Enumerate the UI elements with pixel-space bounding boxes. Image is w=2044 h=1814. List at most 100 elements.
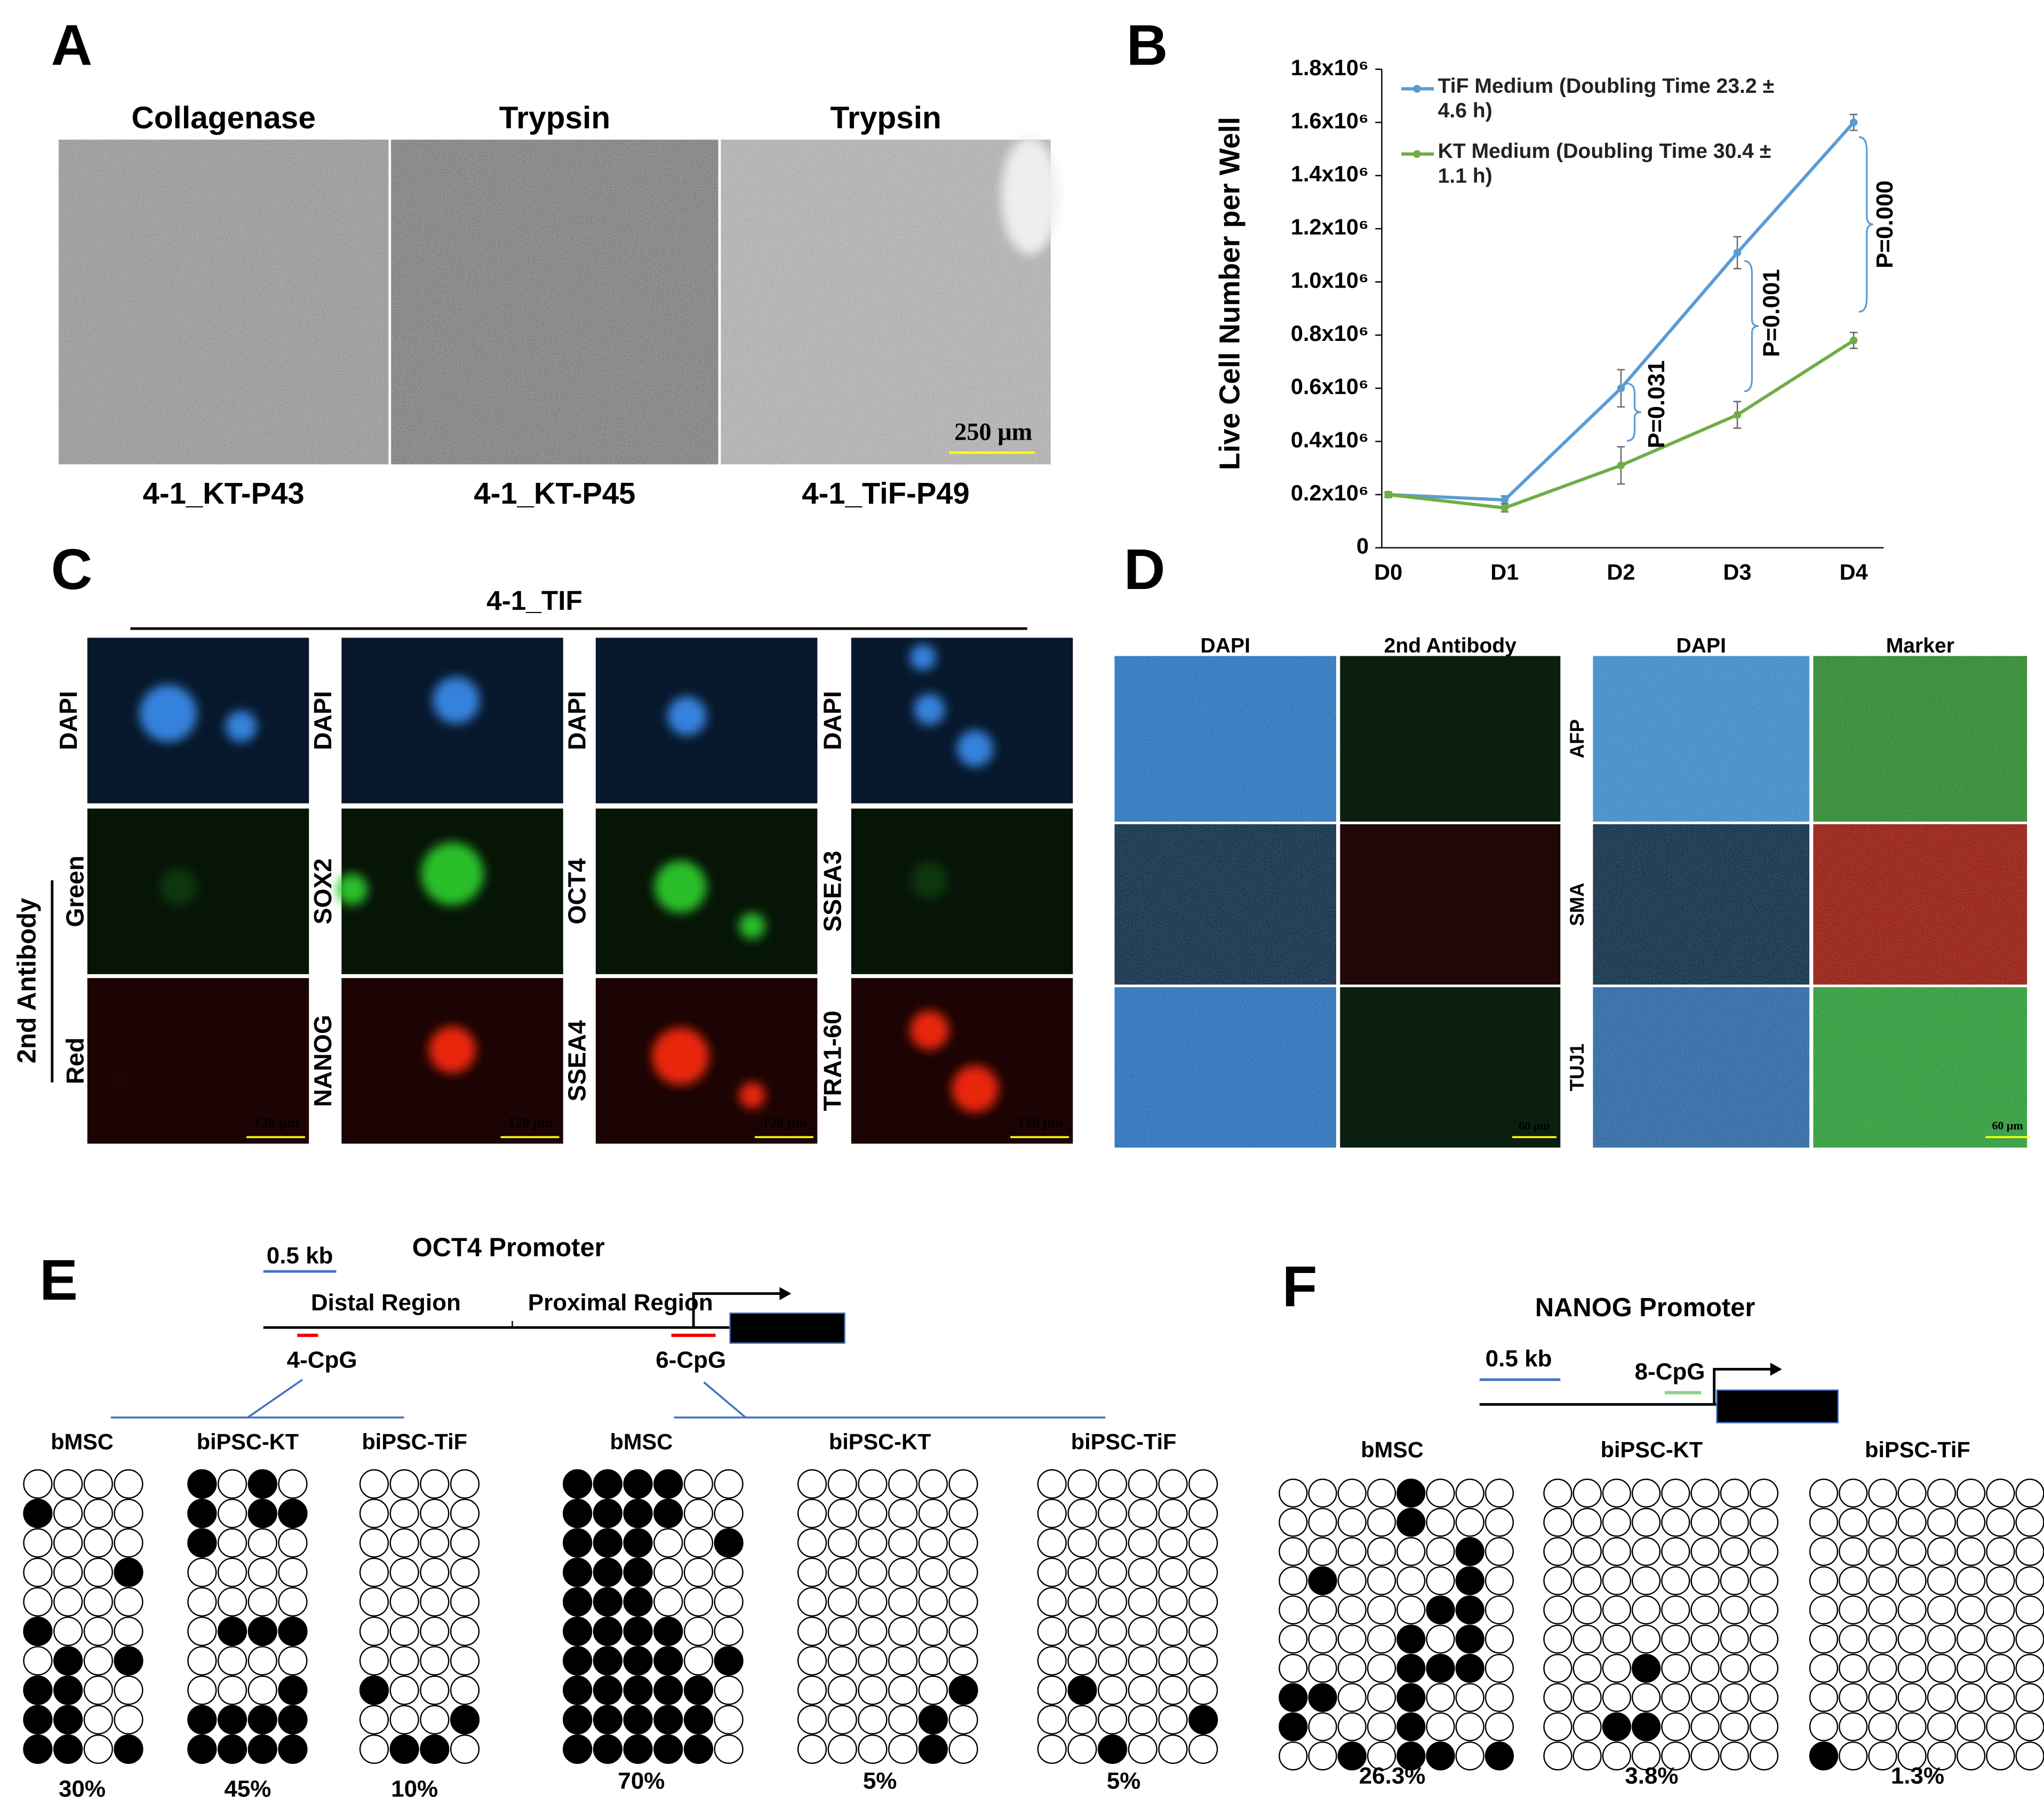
cpg-site [1602,1537,1632,1566]
cpg-site [623,1528,653,1558]
cpg-site [1097,1616,1128,1646]
cpg-site [563,1469,593,1499]
cpg-site [1188,1499,1218,1529]
fluorescent-cells [433,677,480,724]
cpg-site [278,1528,308,1558]
cpg-site [1067,1587,1097,1617]
cpg-site [888,1499,918,1529]
cpg-site [1455,1741,1484,1771]
cpg-site [217,1587,247,1617]
fluorescent-cells [654,861,707,913]
cpg-site [1188,1557,1218,1587]
cpg-site [114,1616,143,1646]
cpg-site [187,1646,217,1676]
cpg-site [1897,1595,1927,1625]
cpg-site [563,1528,593,1558]
cpg-site [1279,1653,1308,1683]
cpg-site [1337,1712,1367,1741]
cpg-site [858,1587,888,1617]
cpg-site [1602,1595,1632,1625]
fluorescent-cells [739,1082,765,1109]
cpg-site [918,1528,948,1558]
fluorescent-cells [667,696,707,736]
cpg-site [53,1469,83,1499]
cpg-site [1158,1646,1188,1676]
cpg-site [1897,1625,1927,1654]
cpg-site [797,1587,827,1617]
cpg-site [1839,1712,1868,1741]
cpg-site [1572,1566,1602,1595]
cpg-site [1128,1705,1157,1735]
panel-c-lines [51,627,1027,1083]
cpg-site [83,1705,113,1735]
cpg-site [389,1499,419,1529]
cpg-site [1037,1616,1067,1646]
cpg-site [714,1616,744,1646]
cpg-site [1279,1478,1308,1508]
cpg-site [1868,1741,1897,1771]
cpg-site [278,1557,308,1587]
methylation-percent: 10% [391,1776,438,1802]
cpg-site [247,1616,277,1646]
scale-bar-label: 60 μm [1519,1119,1550,1132]
cpg-site [623,1469,653,1499]
cpg-site [1067,1557,1097,1587]
cpg-site [1308,1478,1337,1508]
cpg-site [1986,1478,2015,1508]
cpg-site [1661,1478,1690,1508]
image-texture [1593,987,1810,1148]
cpg-site [1720,1625,1749,1654]
fluorescent-cells [909,1011,949,1050]
cpg-site [683,1528,714,1558]
cpg-site [1337,1595,1367,1625]
cpg-site [1957,1478,1986,1508]
cpg-site [2015,1741,2044,1771]
cpg-site [1484,1741,1514,1771]
cpg-site [2015,1625,2044,1654]
cpg-site [187,1734,217,1764]
cpg-site [948,1675,978,1705]
group-label: 2nd Antibody [13,898,42,1063]
legend-label: KT Medium (Doubling Time 30.4 ± 1.1 h) [1438,141,1771,188]
cpg-site [714,1469,744,1499]
cpg-site [450,1705,480,1735]
cpg-site [1426,1508,1455,1537]
data-point [1384,490,1393,499]
cpg-site [1632,1625,1661,1654]
cpg-site [1158,1734,1188,1764]
panel-letter: C [51,537,93,601]
cpg-site [563,1557,593,1587]
cpg-site [1957,1537,1986,1566]
cpg-site [1158,1557,1188,1587]
cpg-site [83,1734,113,1764]
cpg-site [1957,1566,1986,1595]
cpg-site [1484,1566,1514,1595]
cpg-site [653,1616,683,1646]
cpg-site [1897,1537,1927,1566]
cpg-site [1543,1712,1572,1741]
cpg-site [187,1499,217,1529]
cpg-site [1690,1566,1720,1595]
cpg-site [420,1587,450,1617]
cpg-site [2015,1566,2044,1595]
panel-letter: B [1127,13,1168,77]
cpg-site [1037,1705,1067,1735]
cpg-site [114,1675,143,1705]
bracket [1744,260,1759,393]
cpg-site [83,1616,113,1646]
cpg-site [389,1616,419,1646]
cpg-site [1484,1478,1514,1508]
fluorescence-image [1340,656,1561,822]
cpg-site [1957,1595,1986,1625]
cpg-site [918,1499,948,1529]
cpg-site [1396,1508,1426,1537]
fluorescent-cells [139,685,197,742]
cpg-site [1927,1625,1957,1654]
cpg-site [1720,1478,1749,1508]
cpg-site [1037,1587,1067,1617]
fluorescence-image [87,808,309,974]
cpg-site [1632,1537,1661,1566]
cpg-site [1367,1566,1396,1595]
cpg-site [53,1646,83,1676]
cpg-site [1632,1566,1661,1595]
